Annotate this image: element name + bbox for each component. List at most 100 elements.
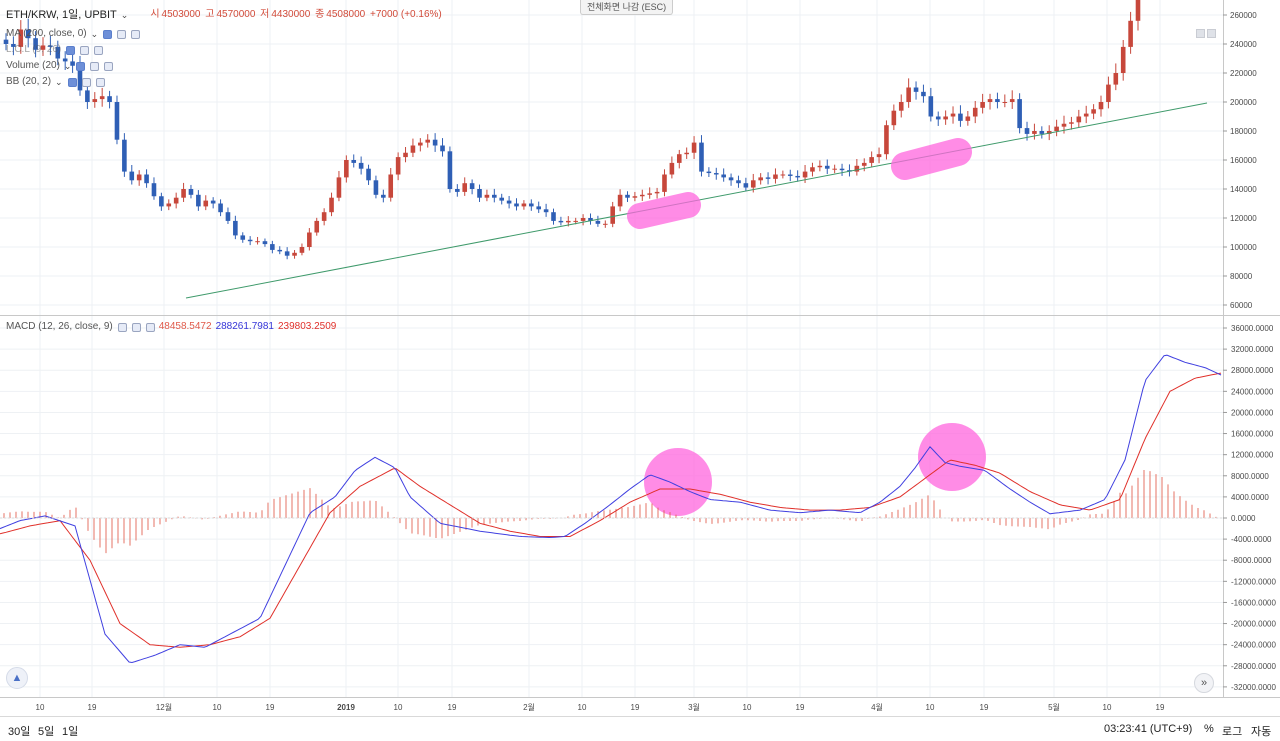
- auto-toggle[interactable]: 자동: [1251, 726, 1272, 738]
- log-toggle[interactable]: 로그: [1222, 726, 1243, 738]
- time-tick-label: 2월: [523, 702, 535, 712]
- time-tick-label: 19: [796, 703, 805, 712]
- candle-body: [270, 244, 275, 250]
- macd-line: [0, 354, 1222, 664]
- macd-tick-label: -4000.0000: [1231, 535, 1272, 544]
- candle-body: [70, 61, 75, 66]
- indicator-label-ma: MA (200, close, 0): [6, 28, 87, 39]
- macd-tick-label: -28000.0000: [1231, 662, 1276, 671]
- indicator-legend-volume[interactable]: Volume (20) ⌄: [6, 59, 114, 73]
- settings-icon[interactable]: [81, 77, 91, 87]
- candle-body: [92, 99, 98, 102]
- close-icon[interactable]: [104, 61, 114, 71]
- candle-body: [173, 197, 179, 204]
- close-icon[interactable]: [94, 45, 104, 55]
- symbol-label[interactable]: ETH/KRW, 1일, UPBIT: [6, 9, 117, 21]
- time-tick-label: 10: [926, 703, 935, 712]
- price-tick-label: 120000: [1230, 214, 1257, 223]
- eye-icon[interactable]: [76, 61, 86, 71]
- macd-tick-label: 24000.0000: [1231, 387, 1274, 396]
- macd-tick-label: 20000.0000: [1231, 408, 1274, 417]
- time-axis[interactable]: 10 19 12월 10 19 2019 10 19 2월 10 19 3월 10 19 4월 10 19 5월 1…: [36, 702, 1165, 712]
- candle-body: [410, 145, 416, 153]
- close-icon[interactable]: [95, 77, 105, 87]
- candle-body: [196, 194, 201, 207]
- price-tick-label: 200000: [1230, 98, 1257, 107]
- exit-fullscreen-button[interactable]: 전체화면 나감 (ESC): [580, 0, 674, 15]
- settings-icon[interactable]: [90, 61, 100, 71]
- eye-icon[interactable]: [67, 77, 77, 87]
- candle-body: [839, 168, 845, 171]
- candle-body: [1098, 102, 1104, 110]
- chevron-down-icon[interactable]: ⌄: [63, 61, 72, 71]
- macd-pane[interactable]: [0, 354, 1223, 664]
- price-tick-label: 180000: [1230, 127, 1257, 136]
- candle-body: [787, 174, 793, 176]
- candle-body: [151, 183, 157, 197]
- scroll-to-latest-button[interactable]: »: [1194, 673, 1214, 693]
- time-tick-label: 19: [980, 703, 989, 712]
- candle-body: [225, 212, 231, 221]
- candle-body: [536, 206, 542, 210]
- close-label: 종: [315, 9, 325, 20]
- indicator-legend-bb[interactable]: BB (20, 2) ⌄: [6, 75, 105, 89]
- chevron-down-icon[interactable]: ⌄: [120, 10, 129, 20]
- macd-tick-label: -8000.0000: [1231, 556, 1272, 565]
- macd-legend[interactable]: MACD (12, 26, close, 9) 48458.5472 28826…: [6, 320, 336, 334]
- candle-body: [558, 220, 564, 223]
- eye-icon[interactable]: [66, 45, 76, 55]
- settings-icon[interactable]: [131, 322, 141, 332]
- close-icon[interactable]: [131, 29, 141, 39]
- candle-body: [107, 96, 112, 102]
- candle-body: [529, 203, 534, 207]
- close-value: 4508000: [326, 9, 366, 20]
- candle-body: [210, 200, 216, 204]
- candle-body: [1061, 123, 1067, 127]
- eye-icon[interactable]: [103, 29, 113, 39]
- candle-body: [906, 87, 911, 102]
- price-pane[interactable]: [3, 0, 1208, 299]
- signal-line: [0, 372, 1222, 648]
- macd-tick-label: 32000.0000: [1231, 345, 1274, 354]
- candle-body: [1024, 128, 1030, 134]
- pane-collapse-button[interactable]: [1196, 29, 1205, 38]
- candle-body: [662, 174, 667, 192]
- time-tick-label: 10: [578, 703, 587, 712]
- candle-body: [425, 139, 431, 143]
- range-30d-button[interactable]: 30일: [8, 726, 31, 738]
- tradingview-logo-icon[interactable]: ▲: [6, 667, 28, 689]
- macd-tick-label: -24000.0000: [1231, 641, 1276, 650]
- candle-body: [366, 168, 371, 181]
- eye-icon[interactable]: [117, 322, 127, 332]
- candle-body: [1046, 131, 1052, 134]
- candle-body: [1120, 46, 1126, 73]
- percent-toggle[interactable]: %: [1204, 723, 1214, 735]
- range-1d-button[interactable]: 1일: [62, 726, 79, 738]
- close-icon[interactable]: [145, 322, 155, 332]
- pane-maximize-button[interactable]: [1207, 29, 1216, 38]
- low-value: 4430000: [271, 9, 311, 20]
- price-axis[interactable]: 260000 240000 220000 200000 180000 160000 1400…: [0, 0, 1280, 698]
- indicator-legend-ma[interactable]: MA (200, close, 0) ⌄: [6, 27, 141, 41]
- candle-body: [462, 183, 468, 192]
- candle-body: [943, 116, 948, 120]
- candle-body: [958, 113, 963, 121]
- range-5d-button[interactable]: 5일: [38, 726, 55, 738]
- candle-body: [824, 165, 830, 169]
- chevron-down-icon[interactable]: ⌄: [55, 77, 63, 87]
- candle-body: [699, 142, 704, 172]
- price-tick-label: 60000: [1230, 301, 1253, 310]
- candle-body: [898, 102, 904, 111]
- price-tick-label: 100000: [1230, 243, 1257, 252]
- settings-icon[interactable]: [117, 29, 127, 39]
- indicator-legend-lcl[interactable]: L.C.L (9, 26): [6, 43, 104, 57]
- candle-body: [972, 107, 978, 117]
- settings-icon[interactable]: [80, 45, 90, 55]
- macd-tick-label: 28000.0000: [1231, 366, 1274, 375]
- candle-body: [122, 139, 127, 172]
- candle-body: [602, 223, 608, 225]
- time-tick-label: 10: [213, 703, 222, 712]
- chevron-down-icon[interactable]: ⌄: [90, 29, 99, 39]
- candle-body: [780, 174, 786, 176]
